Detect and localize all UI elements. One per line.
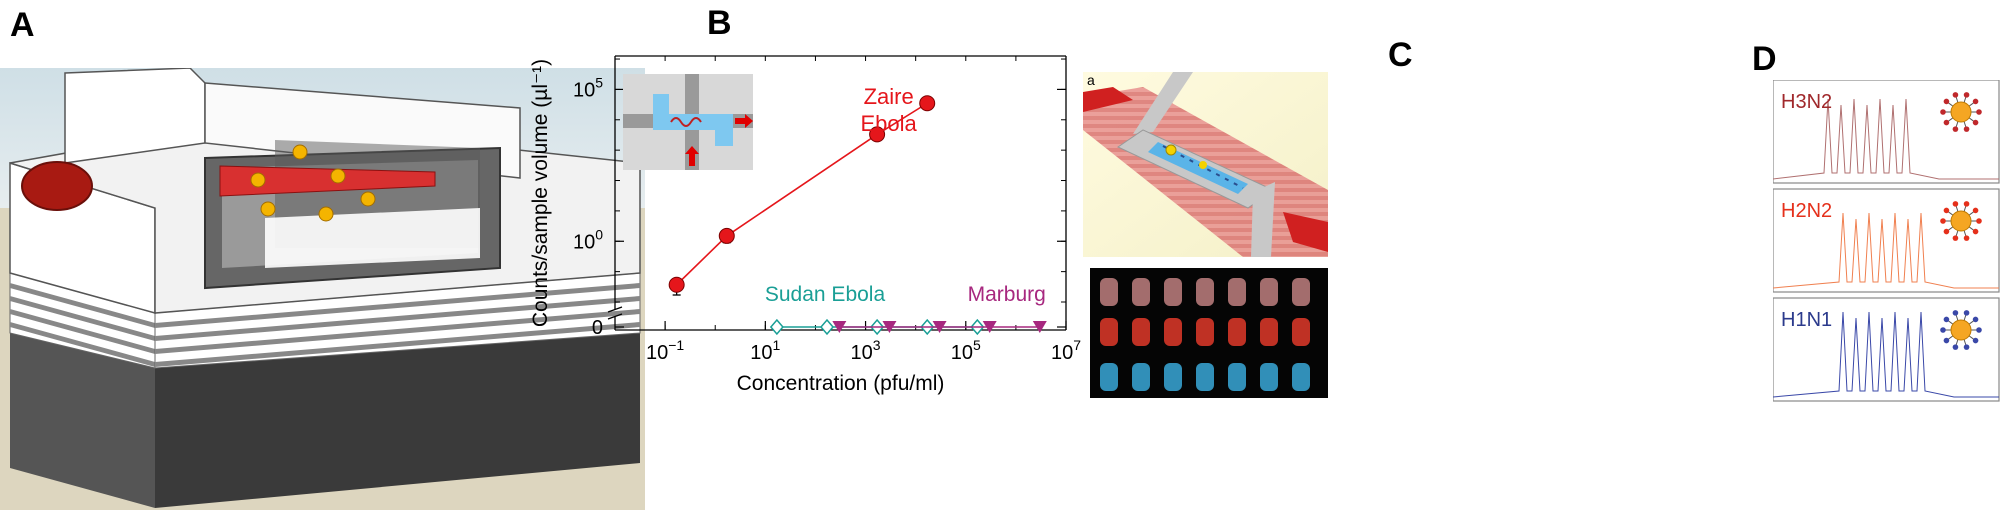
fluorescence-spot xyxy=(1292,363,1310,391)
panel-letter-b: B xyxy=(707,4,732,42)
fluorescence-spot xyxy=(1164,363,1182,391)
virus-icon xyxy=(1950,101,1972,123)
fluorescence-spot xyxy=(1164,278,1182,306)
data-point xyxy=(668,276,685,293)
y-tick-label: 100 xyxy=(573,226,603,253)
trace-line xyxy=(1772,212,1999,289)
data-point xyxy=(932,321,947,333)
fluorescence-spot xyxy=(1292,318,1310,346)
y-tick-label: 0 xyxy=(592,317,603,339)
fluorescence-spot xyxy=(1132,363,1150,391)
x-tick-label: 101 xyxy=(750,337,780,364)
trace-box-h1n1: H1N1 xyxy=(1772,297,2000,402)
series-label-marburg: Marburg xyxy=(968,283,1046,306)
series-marburg xyxy=(832,321,1047,333)
x-axis-label: Concentration (pfu/ml) xyxy=(737,372,945,395)
data-point xyxy=(718,227,735,244)
fluorescence-spot xyxy=(1228,278,1246,306)
data-point xyxy=(832,321,847,333)
fluorescence-spot xyxy=(1196,318,1214,346)
fluorescence-image xyxy=(1090,268,1328,398)
chip-3d-illustration xyxy=(0,68,645,510)
trace-label: H3N2 xyxy=(1781,91,1832,113)
data-point xyxy=(1032,321,1047,333)
fluorescence-spot xyxy=(1228,318,1246,346)
series-label-sudan-ebola: Sudan Ebola xyxy=(765,283,886,306)
panel-d: H3N2 H2N2 H1N1 xyxy=(1772,79,2003,512)
fluorescence-spot xyxy=(1196,278,1214,306)
series-label-zaire-ebola: Ebola xyxy=(860,111,917,136)
data-point xyxy=(869,126,886,143)
data-point xyxy=(820,318,834,336)
data-point xyxy=(982,321,997,333)
x-tick-label: 105 xyxy=(951,337,981,364)
fluorescence-spot xyxy=(1132,278,1150,306)
panel-letter-a: A xyxy=(10,6,35,44)
fluorescence-spot xyxy=(1100,318,1118,346)
chip-channel-render xyxy=(1083,72,1328,257)
fluorescence-spot xyxy=(1228,363,1246,391)
fluorescence-spot xyxy=(1164,318,1182,346)
x-tick-label: 103 xyxy=(851,337,881,364)
x-tick-label: 107 xyxy=(1051,337,1081,364)
axis-break-mark xyxy=(607,306,623,313)
series-line xyxy=(676,102,928,286)
trace-box-h3n2: H3N2 xyxy=(1772,79,2000,184)
series-label-zaire-ebola: Zaire xyxy=(864,84,914,109)
fluorescence-spot xyxy=(1196,363,1214,391)
fluorescence-spot xyxy=(1100,278,1118,306)
concentration-chart: 10−1 101 103 105 107 0 100 105 Concentration (pf… xyxy=(529,55,1081,395)
fluorescence-spot xyxy=(1260,363,1278,391)
data-point xyxy=(769,318,784,336)
inset-schematic xyxy=(623,74,753,170)
virus-icon xyxy=(1950,319,1972,341)
fluorescence-spot xyxy=(1100,363,1118,391)
trace-frame xyxy=(1772,79,2000,184)
trace-box-h2n2: H2N2 xyxy=(1772,188,2000,293)
fluorescence-spot xyxy=(1260,278,1278,306)
x-tick-label: 10−1 xyxy=(646,337,684,364)
panel-letter-d: D xyxy=(1752,40,1777,78)
trace-line xyxy=(1772,98,1999,180)
data-point xyxy=(919,95,936,112)
fluorescence-spot xyxy=(1132,318,1150,346)
trace-line xyxy=(1772,311,1999,398)
trace-label: H2N2 xyxy=(1781,200,1832,222)
data-point xyxy=(882,321,897,333)
axis-break-mark xyxy=(607,313,623,320)
series-zaire-ebola xyxy=(668,95,936,296)
virus-icon xyxy=(1950,210,1972,232)
fluorescence-spot xyxy=(1260,318,1278,346)
panel-c-sublabel: a xyxy=(1087,72,1095,88)
y-axis-label: Counts/sample volume (µl⁻¹) xyxy=(529,59,552,327)
fluorescence-spot xyxy=(1292,278,1310,306)
influenza-traces: H3N2 H2N2 H1N1 xyxy=(1772,79,2000,402)
panel-letter-c: C xyxy=(1388,36,1413,74)
chip-layers xyxy=(9,272,641,369)
trace-label: H1N1 xyxy=(1781,309,1832,331)
y-tick-label: 105 xyxy=(573,74,603,101)
